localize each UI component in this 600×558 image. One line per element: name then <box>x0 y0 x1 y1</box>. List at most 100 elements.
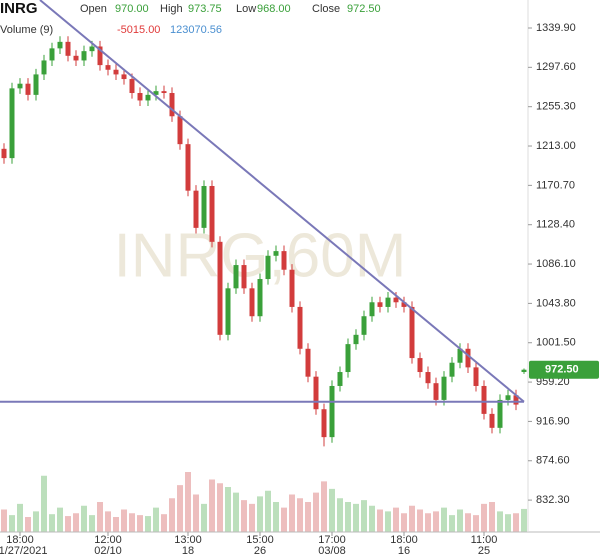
candle-body <box>169 93 175 117</box>
volume-bar <box>33 511 39 532</box>
candle-body <box>337 372 343 386</box>
candle-body <box>513 395 519 405</box>
x-tick-date: 02/10 <box>94 545 122 557</box>
volume-bar <box>65 516 71 532</box>
x-tick-label: 17:00 <box>318 534 346 546</box>
y-tick-label: 1128.40 <box>536 219 575 231</box>
candle-body <box>361 316 367 335</box>
candle-body <box>129 79 135 94</box>
volume-bar <box>473 515 479 532</box>
candle-body <box>521 369 527 373</box>
candle-body <box>497 399 503 428</box>
volume-bar <box>185 472 191 532</box>
y-tick-label: 959.20 <box>536 376 570 388</box>
candle-body <box>393 297 399 303</box>
candle-body <box>425 372 431 384</box>
candle-body <box>433 383 439 400</box>
candle-body <box>313 376 319 410</box>
x-tick-label: 15:00 <box>246 534 274 546</box>
volume-bar <box>409 505 415 532</box>
candle-body <box>81 51 87 61</box>
x-tick-date: 03/08 <box>318 545 346 557</box>
candle-body <box>233 265 239 289</box>
volume-bar <box>393 507 399 532</box>
candle-body <box>257 279 263 317</box>
candle-body <box>377 302 383 307</box>
candle-body <box>385 297 391 307</box>
legend-label: Open <box>80 3 107 15</box>
candle-body <box>121 74 127 80</box>
candle-body <box>265 255 271 280</box>
y-tick-label: 832.30 <box>536 494 570 506</box>
volume-bar <box>489 502 495 532</box>
volume-readout: -5015.00 <box>117 24 160 36</box>
y-tick-label: 1339.90 <box>536 22 576 34</box>
candle-body <box>113 69 119 75</box>
volume-bar <box>217 483 223 532</box>
candle-body <box>193 190 199 228</box>
y-tick-label: 1255.30 <box>536 101 576 113</box>
y-tick-label: 874.60 <box>536 455 570 467</box>
volume-bar <box>201 503 207 532</box>
candle-body <box>49 48 55 61</box>
candle-body <box>457 348 463 363</box>
volume-bar <box>457 509 463 532</box>
legend-value: 972.50 <box>347 3 381 15</box>
volume-bar <box>121 509 127 532</box>
candle-body <box>137 93 143 101</box>
candle-body <box>209 186 215 242</box>
volume-bar <box>313 492 319 532</box>
x-tick-date: 26 <box>254 545 266 557</box>
candle-body <box>161 91 167 94</box>
y-tick-label: 1043.80 <box>536 297 576 309</box>
candle-body <box>97 46 103 66</box>
candle-body <box>305 348 311 377</box>
candle-body <box>185 144 191 191</box>
x-tick-date: 16 <box>398 545 410 557</box>
volume-bar <box>513 513 519 532</box>
y-tick-label: 916.90 <box>536 415 570 427</box>
candle-body <box>73 55 79 61</box>
legend-value: 970.00 <box>115 3 149 15</box>
candle-body <box>273 251 279 256</box>
candle-body <box>9 88 15 159</box>
legend-value: 973.75 <box>188 3 222 15</box>
candle-body <box>353 334 359 345</box>
volume-bar <box>249 503 255 532</box>
volume-bar <box>161 514 167 532</box>
plot <box>1 36 527 532</box>
volume-bar <box>49 514 55 532</box>
candle-body <box>25 83 31 95</box>
candle-body <box>505 395 511 400</box>
candle-body <box>481 385 487 414</box>
volume-bar <box>225 487 231 532</box>
y-tick-label: 1170.70 <box>536 179 575 191</box>
volume-bar <box>433 511 439 532</box>
candle-body <box>145 94 151 101</box>
candle-body <box>41 60 47 75</box>
candle-body <box>489 413 495 428</box>
volume-bar <box>177 485 183 532</box>
legend-label: High <box>160 3 183 15</box>
candle-body <box>417 358 423 373</box>
volume-bar <box>321 481 327 532</box>
y-tick-label: 1297.60 <box>536 61 576 73</box>
volume-bar <box>97 502 103 532</box>
volume-bar <box>129 513 135 532</box>
volume-bar <box>25 517 31 532</box>
volume-bar <box>377 509 383 532</box>
volume-bar <box>297 498 303 532</box>
candle-body <box>1 148 7 159</box>
volume-bar <box>417 509 423 532</box>
volume-bar <box>265 490 271 532</box>
volume-bar <box>41 475 47 532</box>
volume-bar <box>113 517 119 532</box>
x-tick-date: 25 <box>478 545 490 557</box>
candle-body <box>17 83 23 89</box>
volume-bar <box>401 513 407 532</box>
candle-body <box>241 265 247 289</box>
volume-bar <box>521 508 527 532</box>
volume-bar <box>241 500 247 532</box>
candle-body <box>401 302 407 307</box>
